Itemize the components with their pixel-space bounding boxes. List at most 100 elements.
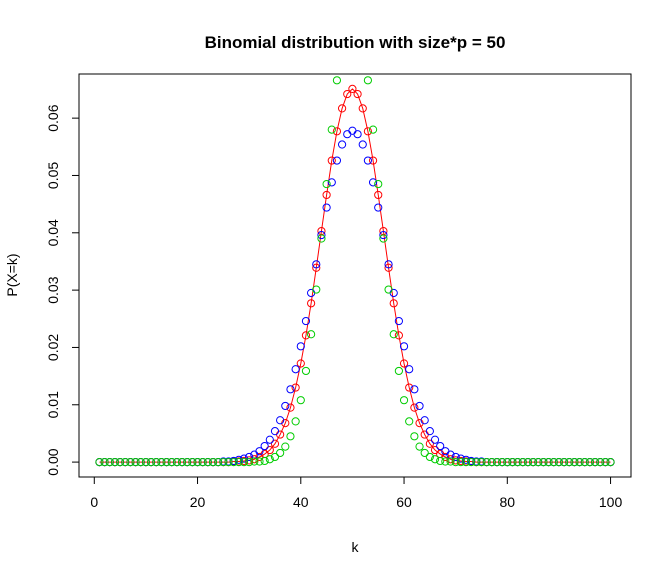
point	[229, 457, 238, 467]
point	[456, 457, 465, 467]
point	[250, 457, 259, 466]
point	[580, 457, 589, 467]
point	[513, 457, 522, 467]
point	[410, 385, 419, 394]
point	[348, 126, 357, 135]
point	[255, 457, 264, 466]
point	[425, 439, 434, 448]
x-tick-label: 100	[599, 494, 623, 510]
point	[301, 331, 311, 340]
point	[281, 401, 290, 411]
point	[363, 127, 373, 136]
point	[296, 359, 305, 368]
point	[245, 457, 254, 467]
point	[100, 457, 109, 467]
point	[379, 230, 388, 240]
point	[307, 330, 316, 339]
point	[348, 84, 357, 94]
point	[276, 416, 285, 425]
point	[498, 457, 507, 467]
point	[332, 156, 342, 165]
point	[322, 179, 331, 189]
point	[405, 417, 414, 426]
point	[265, 455, 274, 464]
point	[549, 457, 558, 467]
point	[291, 383, 300, 392]
point	[585, 457, 595, 467]
point	[430, 445, 440, 455]
point	[399, 342, 409, 351]
point	[234, 457, 243, 467]
point	[353, 130, 362, 139]
point	[337, 104, 347, 113]
point	[260, 441, 269, 451]
point	[317, 234, 326, 243]
point	[296, 396, 305, 405]
point	[415, 401, 424, 411]
point	[399, 396, 409, 405]
point	[410, 432, 419, 441]
point	[389, 330, 398, 339]
point	[312, 285, 321, 294]
plot-frame	[78, 73, 632, 478]
point	[245, 452, 254, 462]
point	[353, 89, 362, 99]
point	[508, 457, 517, 467]
y-tick-label: 0.00	[45, 448, 61, 475]
y-tick-label: 0.05	[45, 162, 61, 189]
point	[307, 288, 316, 298]
point	[436, 456, 445, 466]
point	[260, 456, 269, 466]
point	[312, 260, 321, 269]
point	[312, 263, 321, 272]
point	[446, 457, 455, 466]
point	[482, 457, 491, 467]
point	[152, 457, 161, 467]
point	[374, 190, 383, 200]
point	[518, 457, 527, 467]
point	[193, 457, 202, 467]
point	[344, 11, 351, 18]
point	[384, 285, 393, 294]
point	[436, 441, 445, 451]
point	[281, 442, 290, 451]
point	[121, 457, 130, 467]
x-tick-label: 0	[90, 494, 98, 510]
point	[554, 457, 564, 467]
point	[477, 457, 486, 467]
point	[224, 457, 233, 467]
point	[349, 2, 356, 9]
point	[590, 457, 600, 467]
point	[415, 442, 424, 451]
point	[255, 447, 264, 456]
chart-title: Binomial distribution with size*p = 50	[205, 33, 506, 52]
point	[575, 457, 584, 467]
point	[214, 457, 223, 467]
point	[430, 435, 440, 444]
point	[322, 190, 331, 200]
point	[394, 331, 403, 340]
point	[167, 457, 176, 467]
point	[394, 366, 403, 376]
point	[337, 140, 347, 149]
point	[286, 385, 295, 394]
point	[343, 130, 352, 139]
point	[461, 457, 471, 467]
point	[492, 457, 502, 467]
plot-area	[95, 2, 615, 467]
point	[188, 457, 197, 467]
point	[384, 263, 393, 272]
point	[410, 403, 419, 412]
point	[270, 439, 280, 448]
point	[115, 457, 125, 467]
point	[405, 383, 414, 392]
point	[405, 365, 414, 374]
point	[203, 457, 212, 467]
point	[451, 457, 460, 467]
point	[131, 457, 140, 467]
point	[183, 457, 192, 467]
x-axis-label: k	[352, 539, 360, 555]
point	[172, 457, 181, 467]
x-tick-label: 40	[293, 494, 309, 510]
point	[389, 288, 398, 298]
